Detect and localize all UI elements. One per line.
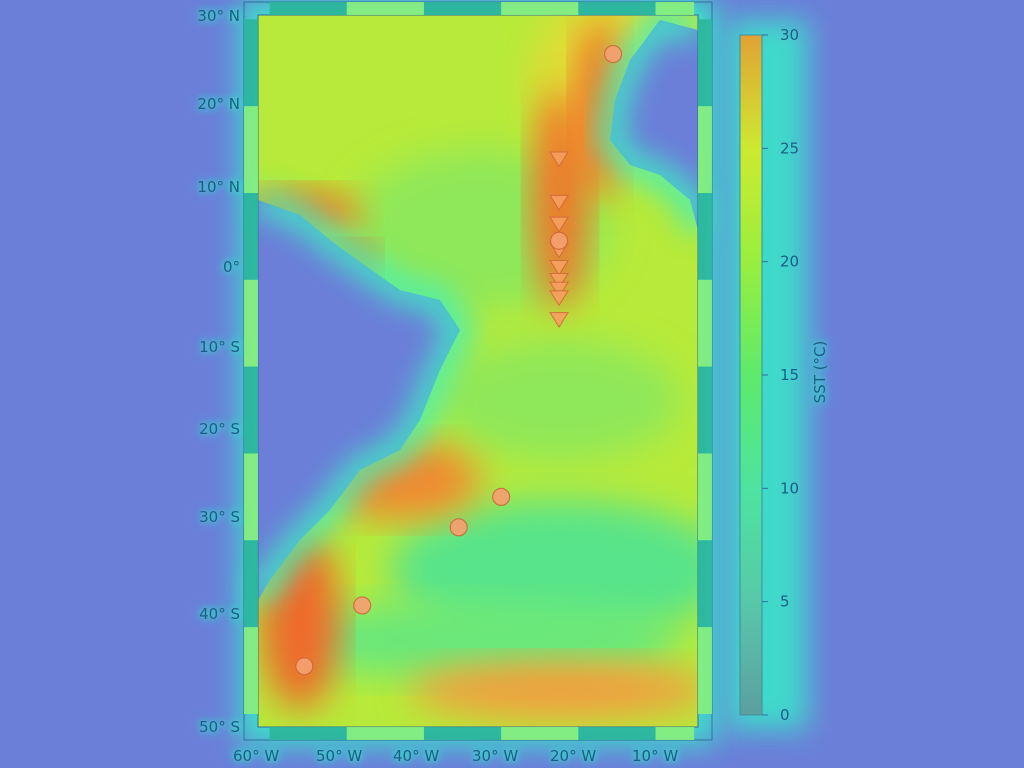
station-circle-marker bbox=[549, 231, 569, 250]
station-circle-marker bbox=[603, 44, 623, 64]
station-triangle-marker bbox=[549, 260, 569, 276]
lat-label-10n: 10° N bbox=[197, 178, 240, 196]
lat-label-30s: 30° S bbox=[199, 508, 240, 526]
lat-label-40s: 40° S bbox=[199, 605, 240, 623]
colorbar-ticks: 30 25 20 15 10 5 0 bbox=[762, 26, 799, 724]
station-triangle-marker bbox=[549, 290, 569, 307]
station-triangle-marker bbox=[549, 281, 569, 298]
sst-field bbox=[258, 15, 698, 727]
station-markers bbox=[295, 44, 623, 676]
lon-label-50w: 50° W bbox=[316, 747, 363, 765]
lon-label-60w: 60° W bbox=[233, 747, 280, 765]
lon-label-40w: 40° W bbox=[393, 747, 440, 765]
colorbar: 30 25 20 15 10 5 0 bbox=[728, 20, 808, 730]
colorbar-gradient bbox=[739, 34, 763, 716]
colorbar-tick-label: 5 bbox=[780, 593, 790, 611]
coast-glow bbox=[246, 5, 711, 607]
lat-label-20s: 20° S bbox=[199, 420, 240, 438]
station-triangle-marker bbox=[549, 151, 569, 168]
lon-label-20w: 20° W bbox=[550, 747, 597, 765]
lat-label-20n: 20° N bbox=[197, 95, 240, 113]
station-triangle-marker bbox=[549, 194, 569, 211]
colorbar-title: SST (°C) bbox=[811, 340, 829, 404]
lon-label-10w: 10° W bbox=[632, 747, 679, 765]
station-triangle-marker bbox=[549, 273, 569, 289]
colorbar-tick-label: 0 bbox=[780, 706, 790, 724]
station-circle-marker bbox=[295, 657, 314, 676]
colorbar-tick-label: 10 bbox=[780, 479, 799, 497]
station-circle-marker bbox=[492, 487, 511, 507]
station-circle-marker bbox=[449, 518, 468, 537]
colorbar-tick-label: 25 bbox=[780, 139, 799, 157]
colorbar-tick-label: 20 bbox=[780, 253, 799, 271]
station-triangle-marker bbox=[549, 312, 569, 328]
lat-label-0: 0° bbox=[222, 258, 240, 276]
station-triangle-marker bbox=[549, 216, 569, 233]
lat-label-30n: 30° N bbox=[197, 7, 240, 25]
colorbar-tick-label: 15 bbox=[780, 366, 799, 384]
colorbar-tick-label: 30 bbox=[780, 26, 799, 44]
map-frame bbox=[243, 1, 713, 741]
station-circle-marker bbox=[353, 596, 372, 615]
lat-label-10s: 10° S bbox=[199, 338, 240, 356]
lat-label-50s: 50° S bbox=[199, 718, 240, 736]
lon-label-30w: 30° W bbox=[472, 747, 519, 765]
